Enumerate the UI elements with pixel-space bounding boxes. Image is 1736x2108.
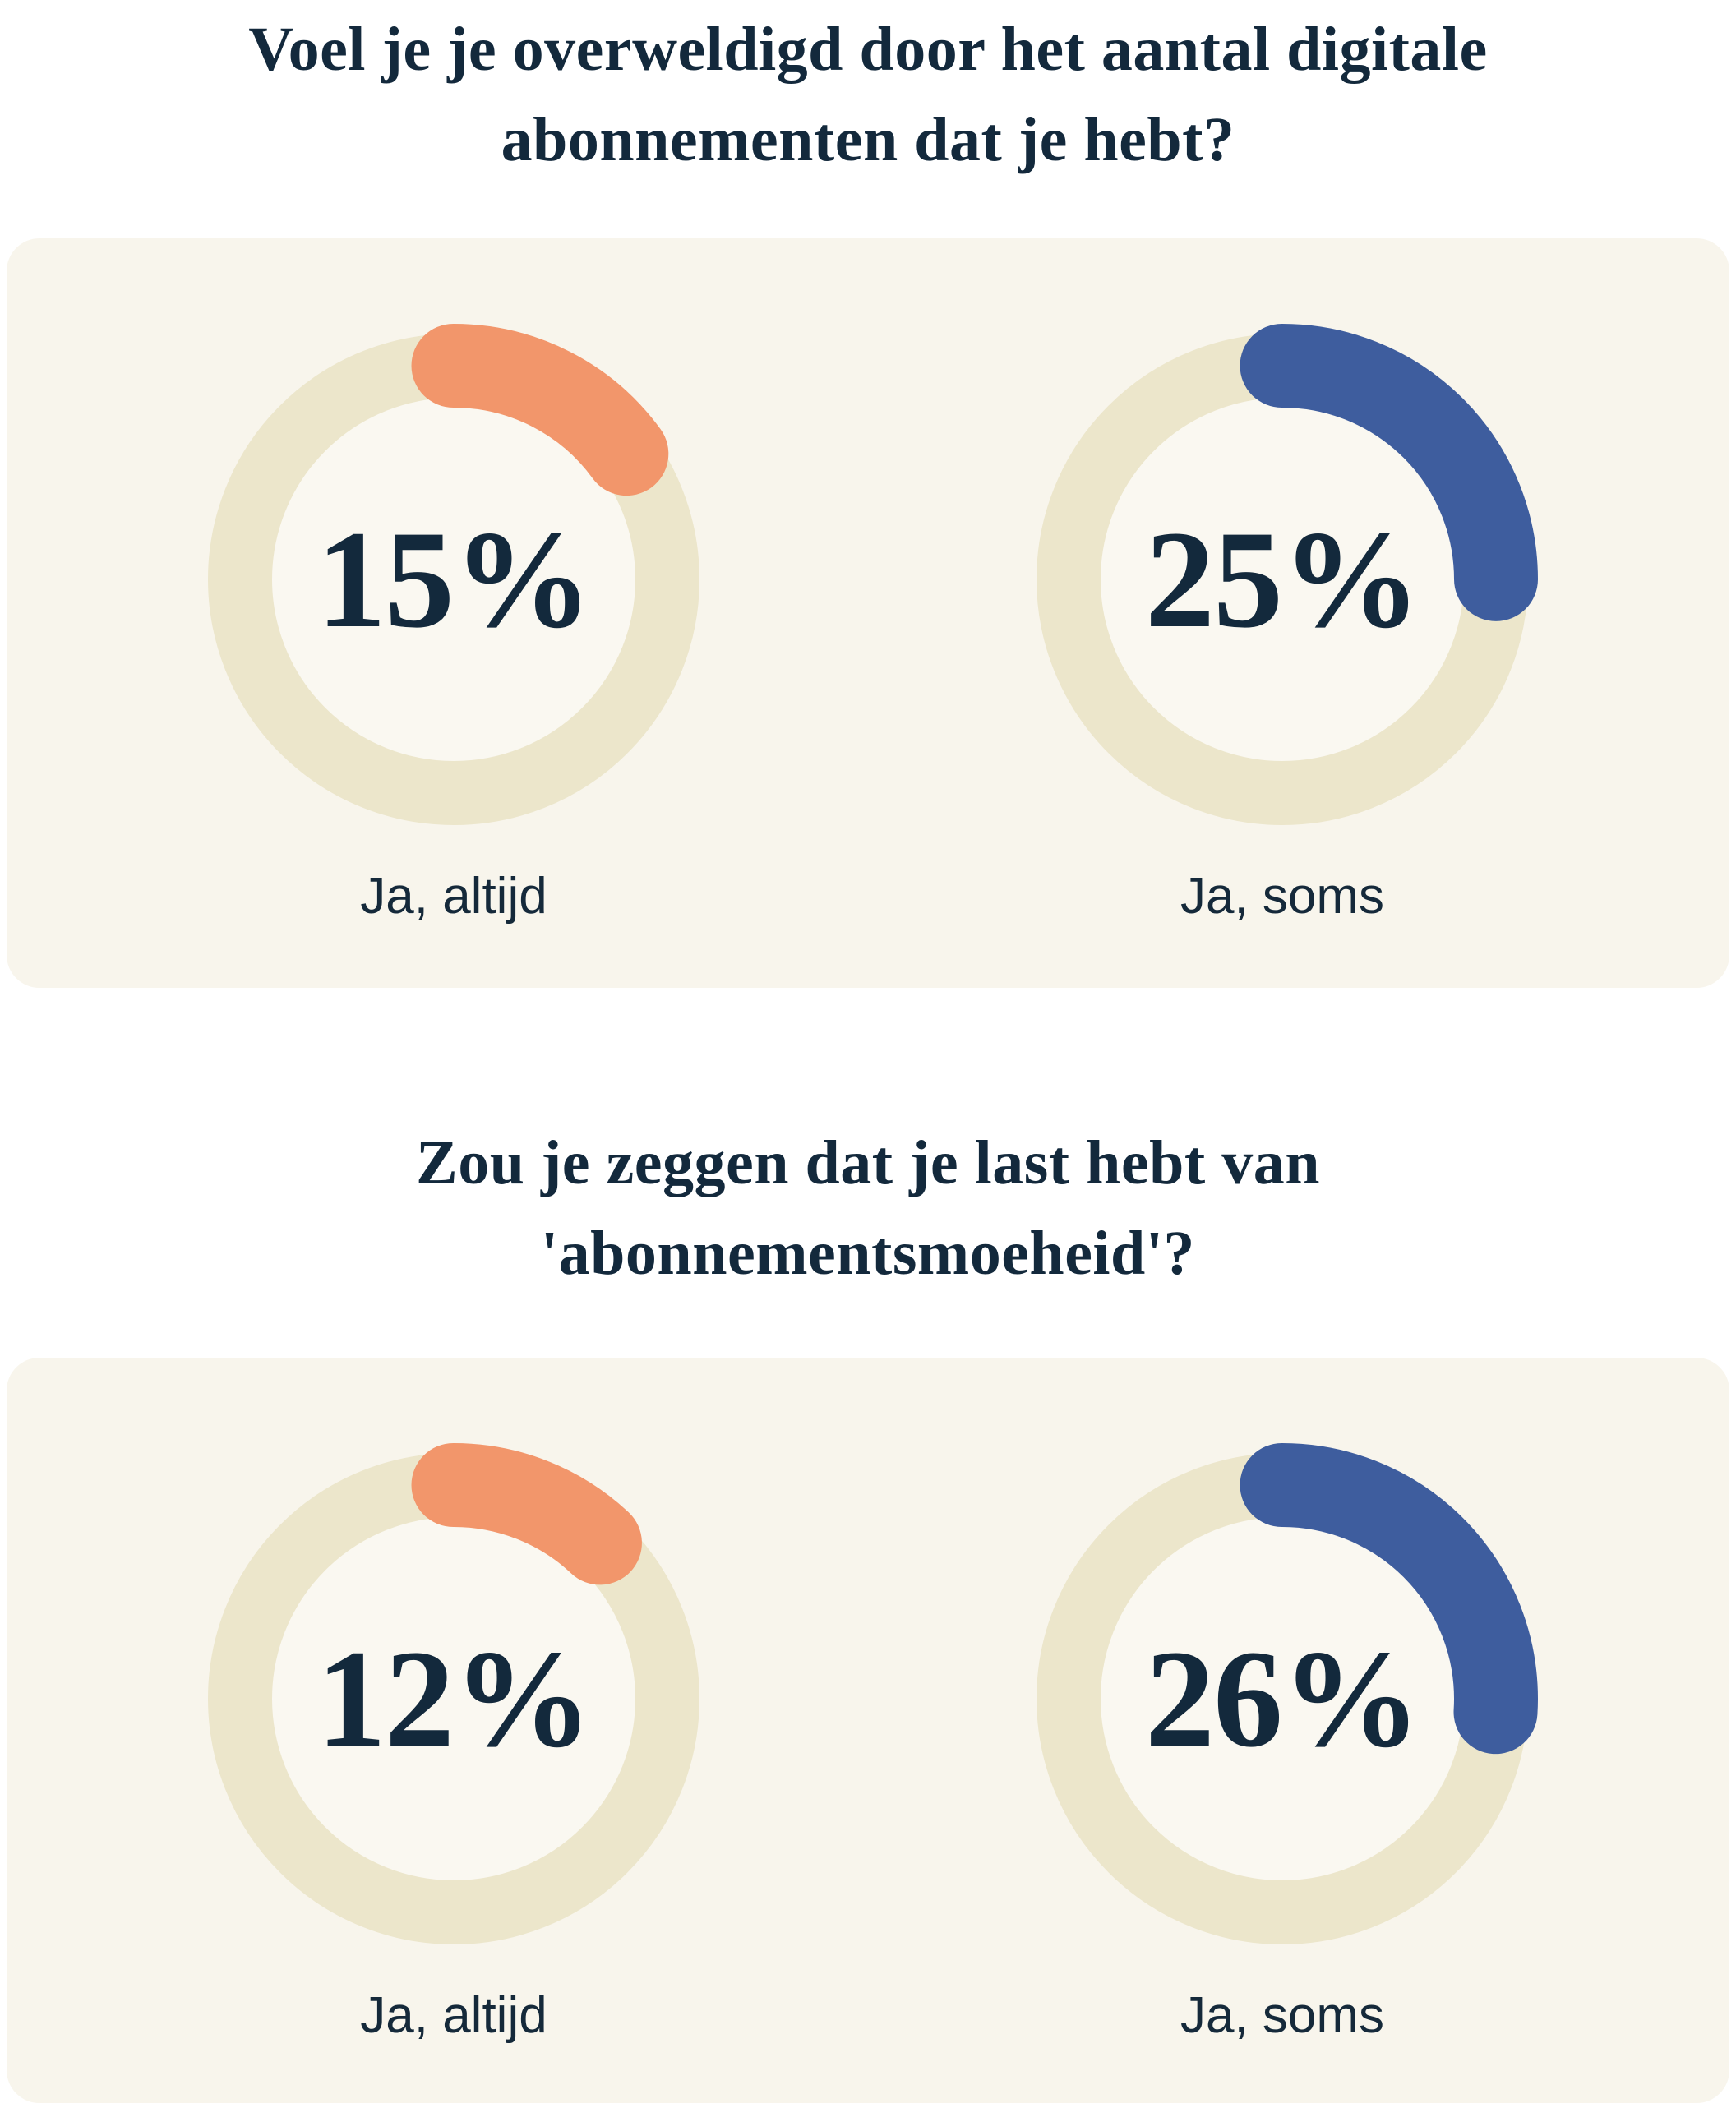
chart-col-2-altijd: 12% Ja, altijd bbox=[39, 1436, 868, 2103]
percent-value: 12% bbox=[316, 1621, 593, 1776]
donut-svg bbox=[1027, 324, 1538, 835]
donut-hole bbox=[1101, 398, 1464, 761]
chart-label: Ja, altijd bbox=[360, 1987, 547, 2044]
question-1-line-2: abonnementen dat je hebt? bbox=[501, 105, 1235, 174]
chart-label: Ja, altijd bbox=[360, 868, 547, 925]
question-heading-2: Zou je zeggen dat je last hebt van 'abonn… bbox=[0, 1118, 1736, 1298]
donut-arc bbox=[198, 324, 709, 835]
question-1-line-1: Voel je je overweldigd door het aantal d… bbox=[248, 15, 1488, 84]
stats-card-2: 12% Ja, altijd 26% Ja, soms bbox=[7, 1358, 1729, 2103]
donut-hole bbox=[1101, 1517, 1464, 1880]
question-2-line-2: 'abonnementsmoeheid'? bbox=[541, 1219, 1195, 1288]
percent-value: 26% bbox=[1145, 1621, 1421, 1776]
chart-col-1-altijd: 15% Ja, altijd bbox=[39, 316, 868, 988]
percent-value: 25% bbox=[1145, 501, 1421, 657]
chart-col-2-soms: 26% Ja, soms bbox=[868, 1436, 1697, 2103]
chart-label: Ja, soms bbox=[1180, 1987, 1385, 2044]
chart-label: Ja, soms bbox=[1180, 868, 1385, 925]
percent-value: 15% bbox=[316, 501, 593, 657]
donut-chart-2-soms: 26% bbox=[1019, 1436, 1545, 1962]
donut-chart-1-altijd: 15% bbox=[191, 316, 717, 842]
donut-arc bbox=[1027, 324, 1538, 835]
donut-svg bbox=[198, 1443, 709, 1954]
chart-col-1-soms: 25% Ja, soms bbox=[868, 316, 1697, 988]
donut-svg bbox=[198, 324, 709, 835]
donut-chart-1-soms: 25% bbox=[1019, 316, 1545, 842]
donut-hole bbox=[272, 1517, 635, 1880]
question-2-line-1: Zou je zeggen dat je last hebt van bbox=[416, 1128, 1320, 1197]
donut-chart-2-altijd: 12% bbox=[191, 1436, 717, 1962]
question-heading-1: Voel je je overweldigd door het aantal d… bbox=[0, 4, 1736, 185]
donut-svg bbox=[1027, 1443, 1538, 1954]
donut-arc bbox=[1027, 1443, 1538, 1954]
donut-hole bbox=[272, 398, 635, 761]
donut-arc bbox=[198, 1443, 709, 1954]
stats-card-1: 15% Ja, altijd 25% Ja, soms bbox=[7, 238, 1729, 988]
